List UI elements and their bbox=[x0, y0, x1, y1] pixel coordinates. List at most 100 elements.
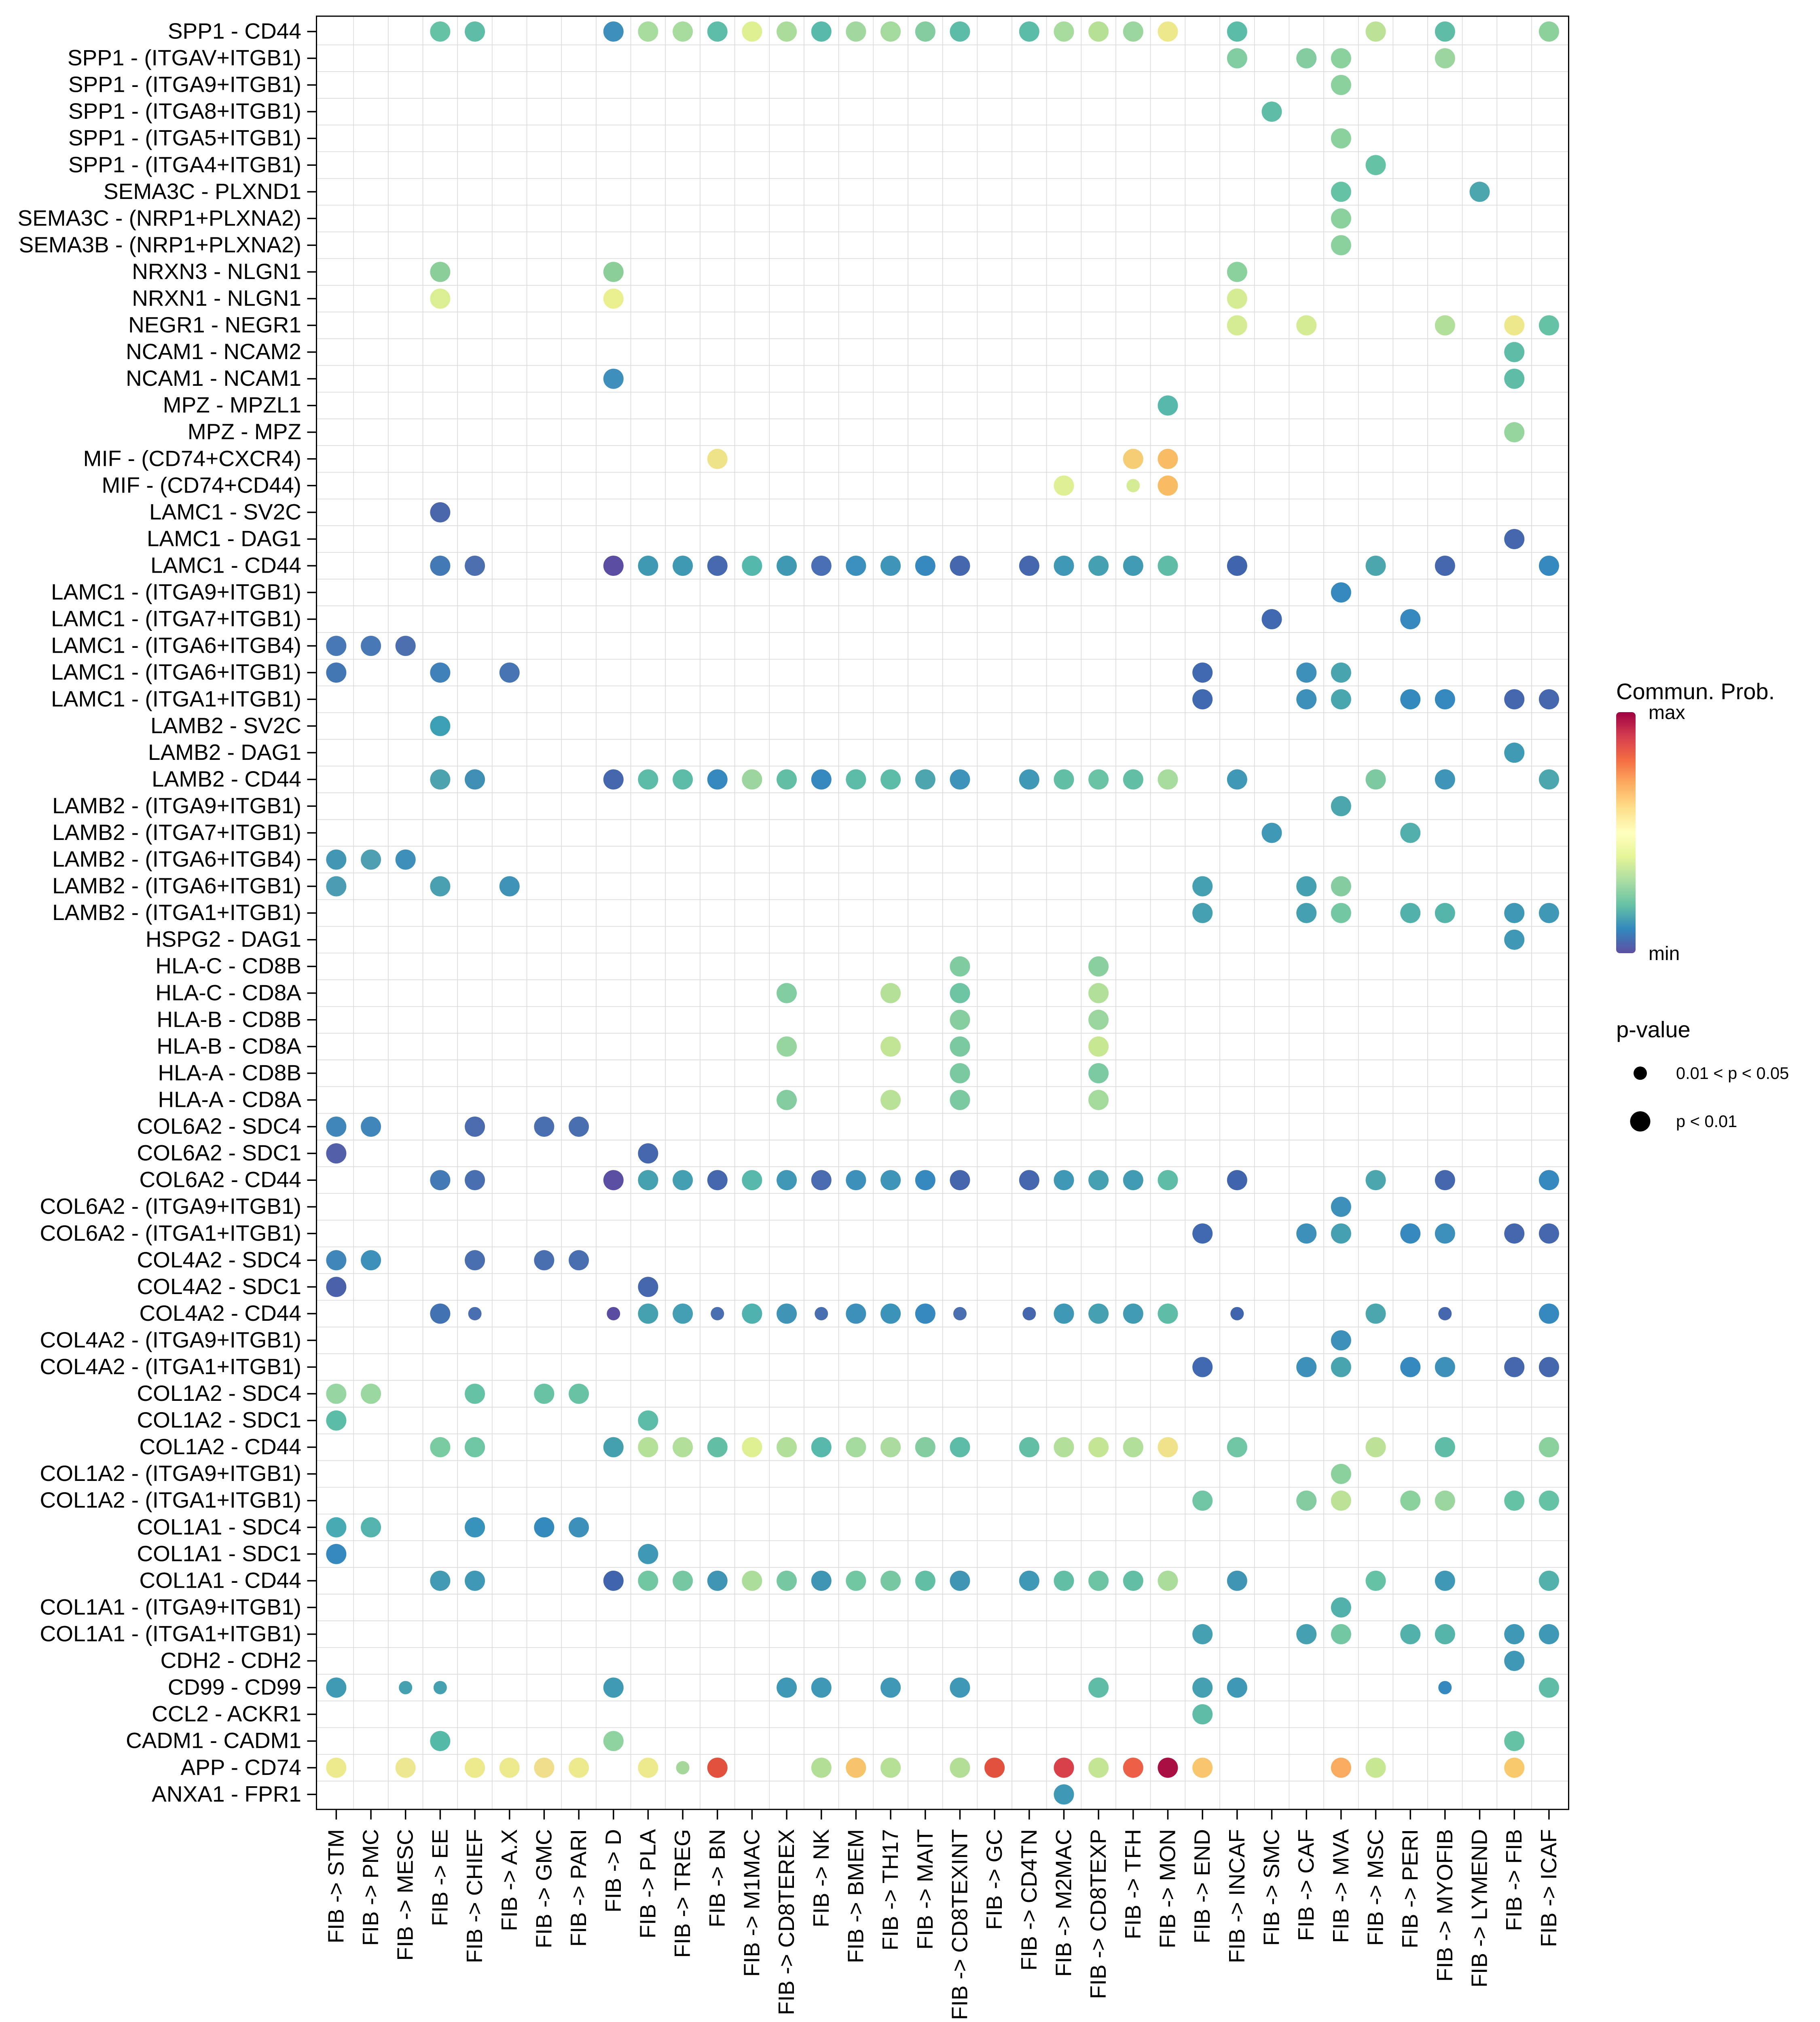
svg-text:MIF - (CD74+CD44): MIF - (CD74+CD44) bbox=[102, 472, 301, 497]
svg-text:LAMC1 - (ITGA1+ITGB1): LAMC1 - (ITGA1+ITGB1) bbox=[51, 686, 301, 711]
svg-text:LAMB2 - SV2C: LAMB2 - SV2C bbox=[150, 713, 301, 738]
svg-text:FIB -> MVA: FIB -> MVA bbox=[1328, 1829, 1353, 1943]
svg-text:SPP1 - (ITGAV+ITGB1): SPP1 - (ITGAV+ITGB1) bbox=[68, 45, 301, 70]
svg-text:FIB -> PERI: FIB -> PERI bbox=[1397, 1829, 1422, 1948]
svg-text:COL1A1 - CD44: COL1A1 - CD44 bbox=[140, 1567, 301, 1593]
svg-text:LAMB2 - (ITGA6+ITGB1): LAMB2 - (ITGA6+ITGB1) bbox=[52, 873, 301, 898]
svg-text:HLA-C - CD8B: HLA-C - CD8B bbox=[155, 953, 301, 978]
svg-text:FIB -> TH17: FIB -> TH17 bbox=[878, 1829, 903, 1950]
svg-text:COL4A2 - (ITGA1+ITGB1): COL4A2 - (ITGA1+ITGB1) bbox=[40, 1354, 301, 1379]
svg-text:MIF - (CD74+CXCR4): MIF - (CD74+CXCR4) bbox=[83, 446, 301, 471]
svg-text:Commun. Prob.: Commun. Prob. bbox=[1616, 679, 1775, 704]
svg-text:FIB -> CD8TEREX: FIB -> CD8TEREX bbox=[774, 1829, 799, 2015]
svg-text:FIB -> EE: FIB -> EE bbox=[427, 1829, 452, 1926]
svg-text:COL4A2 - (ITGA9+ITGB1): COL4A2 - (ITGA9+ITGB1) bbox=[40, 1327, 301, 1352]
svg-text:FIB -> GC: FIB -> GC bbox=[982, 1829, 1007, 1930]
svg-text:COL6A2 - SDC1: COL6A2 - SDC1 bbox=[137, 1140, 301, 1165]
svg-text:FIB -> INCAF: FIB -> INCAF bbox=[1224, 1829, 1249, 1963]
svg-text:LAMC1 - (ITGA9+ITGB1): LAMC1 - (ITGA9+ITGB1) bbox=[51, 580, 301, 605]
svg-text:SPP1 - (ITGA4+ITGB1): SPP1 - (ITGA4+ITGB1) bbox=[68, 152, 301, 177]
svg-text:NEGR1 - NEGR1: NEGR1 - NEGR1 bbox=[128, 312, 301, 337]
svg-text:LAMC1 - CD44: LAMC1 - CD44 bbox=[150, 553, 301, 578]
svg-text:FIB -> ICAF: FIB -> ICAF bbox=[1536, 1829, 1561, 1947]
svg-text:FIB -> BN: FIB -> BN bbox=[705, 1829, 730, 1927]
svg-text:CADM1 - CADM1: CADM1 - CADM1 bbox=[126, 1728, 301, 1753]
svg-text:FIB -> M2MAC: FIB -> M2MAC bbox=[1051, 1829, 1076, 1977]
svg-text:FIB -> SMC: FIB -> SMC bbox=[1259, 1829, 1284, 1946]
svg-text:MPZ - MPZ: MPZ - MPZ bbox=[188, 419, 301, 444]
svg-text:FIB -> FIB: FIB -> FIB bbox=[1501, 1829, 1526, 1931]
svg-text:FIB -> MSC: FIB -> MSC bbox=[1363, 1829, 1388, 1946]
svg-text:LAMB2 - CD44: LAMB2 - CD44 bbox=[152, 766, 301, 791]
svg-text:COL4A2 - SDC4: COL4A2 - SDC4 bbox=[137, 1247, 301, 1272]
svg-text:COL6A2 - CD44: COL6A2 - CD44 bbox=[140, 1167, 301, 1192]
svg-text:HLA-B - CD8A: HLA-B - CD8A bbox=[157, 1033, 301, 1058]
svg-text:CD99 - CD99: CD99 - CD99 bbox=[168, 1675, 301, 1700]
svg-text:FIB -> MAIT: FIB -> MAIT bbox=[912, 1829, 938, 1950]
svg-text:FIB -> MYOFIB: FIB -> MYOFIB bbox=[1432, 1829, 1457, 1982]
svg-text:HLA-C - CD8A: HLA-C - CD8A bbox=[155, 980, 301, 1005]
svg-text:FIB -> GMC: FIB -> GMC bbox=[531, 1829, 556, 1948]
svg-text:p < 0.01: p < 0.01 bbox=[1676, 1112, 1737, 1131]
svg-text:FIB -> STM: FIB -> STM bbox=[323, 1829, 348, 1944]
svg-text:HLA-A - CD8B: HLA-A - CD8B bbox=[158, 1060, 301, 1085]
svg-text:SEMA3C - PLXND1: SEMA3C - PLXND1 bbox=[104, 179, 301, 204]
svg-text:SPP1 - CD44: SPP1 - CD44 bbox=[168, 19, 301, 44]
svg-text:LAMB2 - (ITGA9+ITGB1): LAMB2 - (ITGA9+ITGB1) bbox=[52, 793, 301, 818]
svg-text:COL1A2 - (ITGA9+ITGB1): COL1A2 - (ITGA9+ITGB1) bbox=[40, 1461, 301, 1486]
svg-text:FIB -> M1MAC: FIB -> M1MAC bbox=[739, 1829, 764, 1977]
svg-text:FIB -> LYMEND: FIB -> LYMEND bbox=[1467, 1829, 1492, 1988]
svg-text:CDH2 - CDH2: CDH2 - CDH2 bbox=[161, 1648, 301, 1673]
svg-text:LAMB2 - DAG1: LAMB2 - DAG1 bbox=[148, 740, 301, 765]
svg-text:LAMB2 - (ITGA7+ITGB1): LAMB2 - (ITGA7+ITGB1) bbox=[52, 820, 301, 845]
svg-text:COL1A1 - SDC1: COL1A1 - SDC1 bbox=[137, 1541, 301, 1566]
svg-text:FIB -> A.X: FIB -> A.X bbox=[497, 1829, 522, 1931]
svg-text:FIB -> TREG: FIB -> TREG bbox=[670, 1829, 695, 1958]
svg-text:FIB -> CD8TEXP: FIB -> CD8TEXP bbox=[1086, 1829, 1111, 1999]
svg-text:COL4A2 - CD44: COL4A2 - CD44 bbox=[140, 1301, 301, 1326]
svg-text:SPP1 - (ITGA5+ITGB1): SPP1 - (ITGA5+ITGB1) bbox=[68, 125, 301, 150]
svg-text:FIB -> CAF: FIB -> CAF bbox=[1293, 1829, 1318, 1941]
svg-text:LAMC1 - SV2C: LAMC1 - SV2C bbox=[149, 499, 301, 524]
svg-text:FIB -> TFH: FIB -> TFH bbox=[1120, 1829, 1145, 1939]
svg-text:SEMA3B - (NRP1+PLXNA2): SEMA3B - (NRP1+PLXNA2) bbox=[19, 232, 301, 257]
svg-text:max: max bbox=[1649, 702, 1685, 723]
svg-text:NCAM1 - NCAM2: NCAM1 - NCAM2 bbox=[126, 339, 301, 364]
svg-text:SPP1 - (ITGA9+ITGB1): SPP1 - (ITGA9+ITGB1) bbox=[68, 72, 301, 97]
svg-text:FIB -> CD4TN: FIB -> CD4TN bbox=[1016, 1829, 1041, 1971]
svg-text:FIB -> PMC: FIB -> PMC bbox=[358, 1829, 383, 1946]
svg-text:NRXN3 - NLGN1: NRXN3 - NLGN1 bbox=[132, 259, 301, 284]
svg-text:HSPG2 - DAG1: HSPG2 - DAG1 bbox=[146, 926, 301, 952]
svg-text:CCL2 - ACKR1: CCL2 - ACKR1 bbox=[152, 1701, 301, 1726]
svg-text:LAMB2 - (ITGA1+ITGB1): LAMB2 - (ITGA1+ITGB1) bbox=[52, 900, 301, 925]
svg-text:FIB -> D: FIB -> D bbox=[601, 1829, 626, 1912]
svg-text:0.01 < p < 0.05: 0.01 < p < 0.05 bbox=[1676, 1064, 1789, 1083]
svg-text:FIB -> END: FIB -> END bbox=[1189, 1829, 1215, 1944]
svg-text:FIB -> MON: FIB -> MON bbox=[1155, 1829, 1180, 1948]
svg-text:LAMC1 - (ITGA7+ITGB1): LAMC1 - (ITGA7+ITGB1) bbox=[51, 606, 301, 631]
svg-text:FIB -> PARI: FIB -> PARI bbox=[566, 1829, 591, 1947]
svg-text:ANXA1 - FPR1: ANXA1 - FPR1 bbox=[152, 1781, 301, 1806]
svg-text:p-value: p-value bbox=[1616, 1017, 1691, 1042]
svg-text:FIB -> NK: FIB -> NK bbox=[808, 1829, 834, 1927]
svg-text:COL1A2 - SDC1: COL1A2 - SDC1 bbox=[137, 1407, 301, 1432]
svg-text:COL6A2 - (ITGA1+ITGB1): COL6A2 - (ITGA1+ITGB1) bbox=[40, 1220, 301, 1246]
svg-text:FIB -> MESC: FIB -> MESC bbox=[393, 1829, 418, 1961]
svg-text:LAMC1 - (ITGA6+ITGB1): LAMC1 - (ITGA6+ITGB1) bbox=[51, 660, 301, 685]
svg-text:FIB -> PLA: FIB -> PLA bbox=[635, 1829, 660, 1939]
svg-text:LAMC1 - DAG1: LAMC1 - DAG1 bbox=[147, 526, 301, 551]
svg-text:COL4A2 - SDC1: COL4A2 - SDC1 bbox=[137, 1274, 301, 1299]
svg-text:APP - CD74: APP - CD74 bbox=[180, 1755, 301, 1780]
svg-text:LAMB2 - (ITGA6+ITGB4): LAMB2 - (ITGA6+ITGB4) bbox=[52, 846, 301, 871]
svg-text:FIB -> BMEM: FIB -> BMEM bbox=[843, 1829, 868, 1963]
svg-text:NRXN1 - NLGN1: NRXN1 - NLGN1 bbox=[132, 286, 301, 311]
svg-text:HLA-A - CD8A: HLA-A - CD8A bbox=[158, 1087, 301, 1112]
svg-text:LAMC1 - (ITGA6+ITGB4): LAMC1 - (ITGA6+ITGB4) bbox=[51, 633, 301, 658]
svg-text:SPP1 - (ITGA8+ITGB1): SPP1 - (ITGA8+ITGB1) bbox=[68, 99, 301, 124]
svg-text:COL1A1 - (ITGA9+ITGB1): COL1A1 - (ITGA9+ITGB1) bbox=[40, 1594, 301, 1619]
svg-text:HLA-B - CD8B: HLA-B - CD8B bbox=[157, 1007, 301, 1032]
svg-text:COL6A2 - SDC4: COL6A2 - SDC4 bbox=[137, 1114, 301, 1139]
svg-text:COL1A1 - (ITGA1+ITGB1): COL1A1 - (ITGA1+ITGB1) bbox=[40, 1621, 301, 1646]
svg-text:COL1A2 - SDC4: COL1A2 - SDC4 bbox=[137, 1381, 301, 1406]
svg-text:SEMA3C - (NRP1+PLXNA2): SEMA3C - (NRP1+PLXNA2) bbox=[18, 205, 301, 231]
